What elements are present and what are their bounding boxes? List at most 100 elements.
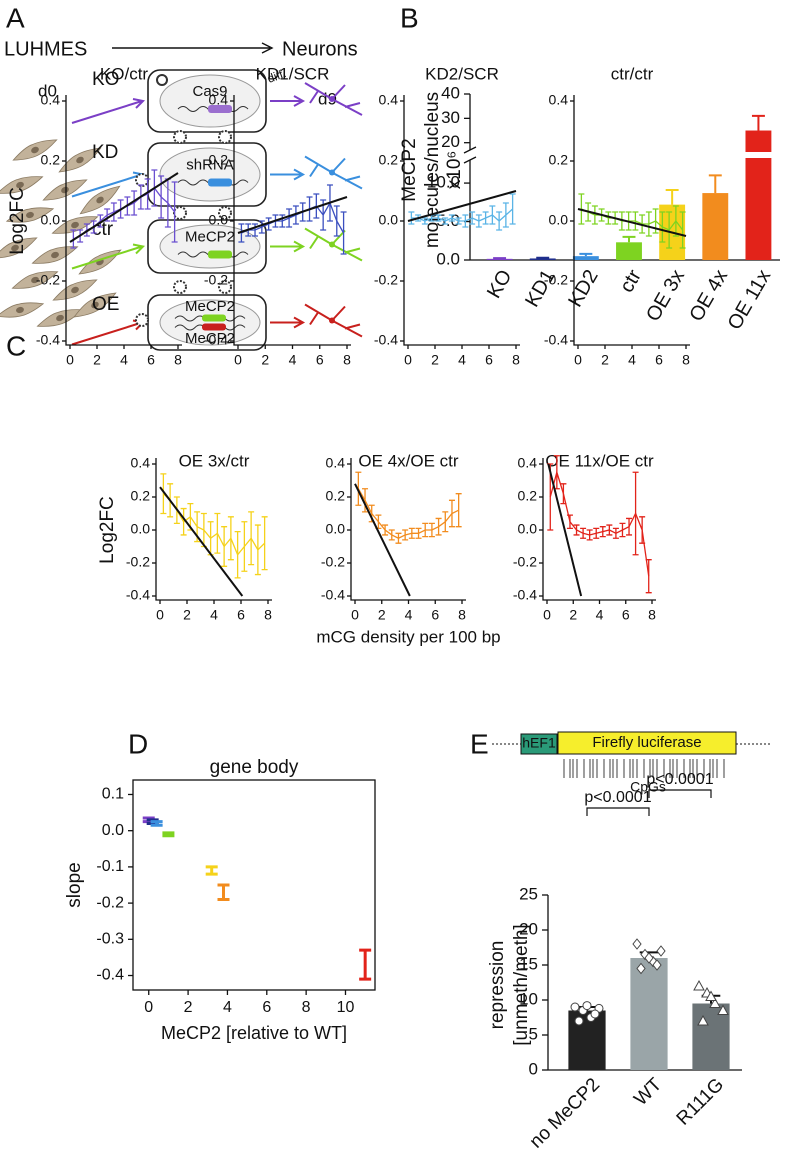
chart-title: ctr/ctr xyxy=(611,64,654,83)
y-tick-label: -0.4 xyxy=(204,332,228,348)
out-arrow xyxy=(270,316,306,329)
y-tick-label: -0.2 xyxy=(321,554,345,570)
x-tick-label: 8 xyxy=(458,607,466,623)
data-point xyxy=(656,945,666,957)
data-point xyxy=(574,1016,584,1026)
data-point xyxy=(705,990,717,1001)
error-bar xyxy=(482,211,489,225)
x-tick-label: 4 xyxy=(405,607,413,623)
error-bar xyxy=(639,516,646,544)
plot-frame xyxy=(132,779,376,991)
y-tick-label: 0.4 xyxy=(549,92,569,108)
axes xyxy=(573,95,690,346)
y-tick-label: 10 xyxy=(519,989,538,1008)
fit-line xyxy=(547,463,583,597)
x-tick-label: 6 xyxy=(237,607,245,623)
x-tick-label: 2 xyxy=(601,352,609,368)
error-bar xyxy=(402,529,409,541)
virus-particle xyxy=(173,280,187,294)
error-bar xyxy=(435,214,442,222)
cell-nucleus xyxy=(76,156,84,164)
x-tick-label: 6 xyxy=(655,352,663,368)
nucleus xyxy=(159,299,261,346)
x-tick-label: 0 xyxy=(543,607,551,623)
error-bar xyxy=(580,527,587,539)
data-line xyxy=(357,488,459,539)
axes xyxy=(542,458,656,601)
error-bar xyxy=(359,948,372,981)
data-point xyxy=(652,959,662,971)
y-axis-label: x10⁶ xyxy=(444,151,465,189)
y-tick-label: 0.2 xyxy=(41,152,61,168)
y-tick-label: 0.0 xyxy=(209,212,229,228)
virus-particle xyxy=(135,313,149,327)
error-bar xyxy=(708,174,722,194)
gene-block xyxy=(208,178,232,187)
axes xyxy=(350,458,466,601)
y-tick-label: 20 xyxy=(441,132,460,151)
error-bar xyxy=(586,529,593,541)
error-bar xyxy=(160,473,167,515)
y-axis-label: repression xyxy=(487,941,508,1030)
error-bar xyxy=(171,181,178,243)
panel-label: E xyxy=(470,728,489,759)
x-tick-label: 6 xyxy=(262,999,271,1016)
start-label: LUHMES xyxy=(4,38,87,60)
axes xyxy=(233,95,351,346)
break-gap xyxy=(744,152,773,158)
data-line xyxy=(549,469,650,577)
x-tick-label: 6 xyxy=(316,352,324,368)
fit-line xyxy=(407,190,517,222)
y-axis-label: Log2FC xyxy=(97,496,118,564)
x-axis-label: mCG density per 100 bp xyxy=(316,627,500,646)
y-tick-label: 0.4 xyxy=(41,92,61,108)
cas9-vector xyxy=(156,74,168,86)
construct-label: MeCP2 xyxy=(185,330,235,347)
y-tick-label: 0.0 xyxy=(436,249,460,268)
construct-label: MeCP2 xyxy=(185,298,235,315)
error-bar xyxy=(573,524,580,536)
error-bar xyxy=(751,114,765,131)
start-day: d0 xyxy=(38,81,57,100)
y-tick-label: -0.2 xyxy=(126,554,150,570)
error-bar xyxy=(619,522,626,538)
error-bar xyxy=(566,514,573,529)
error-bar xyxy=(612,527,619,539)
virus-particle xyxy=(173,130,187,144)
error-bar xyxy=(632,211,639,231)
error-bar xyxy=(234,531,241,579)
x-tick-label: 2 xyxy=(93,352,101,368)
construct-label: Cas9 xyxy=(192,83,227,100)
error-bar xyxy=(435,517,442,536)
y-tick-label: -0.4 xyxy=(126,587,150,603)
error-bar xyxy=(162,831,175,838)
panel-label: A xyxy=(6,2,25,33)
out-arrow xyxy=(270,168,306,181)
error-bar xyxy=(679,211,686,249)
construct-label: shRNA xyxy=(186,156,234,173)
y-tick-label: 0.0 xyxy=(379,212,399,228)
y-tick-label: 0.0 xyxy=(131,521,151,537)
y-tick-label: 0.4 xyxy=(379,92,399,108)
bar xyxy=(616,242,642,260)
data-point xyxy=(693,979,705,991)
x-tick-label: 4 xyxy=(223,999,232,1016)
x-tick-label: 10 xyxy=(337,999,355,1016)
error-bar xyxy=(265,217,272,231)
virus-particle xyxy=(218,206,232,220)
y-tick-label: 10.0 xyxy=(427,173,460,192)
y-tick-label: 0.2 xyxy=(131,488,151,504)
gene-block xyxy=(202,323,226,331)
data-line xyxy=(411,208,514,222)
y-tick-label: 0.2 xyxy=(326,488,346,504)
error-bar xyxy=(395,532,402,544)
error-bar xyxy=(408,211,415,225)
error-bar xyxy=(333,205,340,237)
y-tick-label: -0.4 xyxy=(96,967,124,984)
error-bar xyxy=(509,193,516,225)
x-tick-label: 8 xyxy=(174,352,182,368)
error-bar xyxy=(221,526,228,567)
data-line xyxy=(162,493,266,557)
cell-nucleus xyxy=(16,181,24,189)
